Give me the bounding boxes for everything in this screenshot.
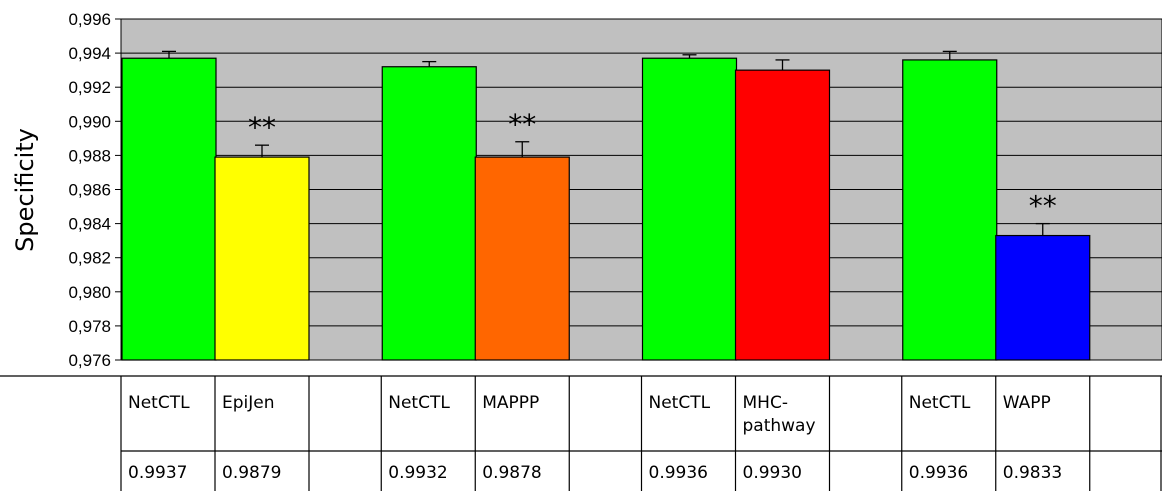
table-value-cell: 0.9932: [388, 463, 447, 483]
y-tick-label: 0,988: [68, 146, 111, 165]
table-value-cell: 0.9937: [128, 463, 187, 483]
table-header-cell: NetCTL: [128, 393, 190, 413]
bar: [121, 57, 217, 361]
y-tick-label: 0,984: [68, 215, 111, 234]
bar: [214, 156, 310, 361]
error-bars: [162, 50, 1050, 236]
y-axis-label: Specificity: [11, 128, 39, 252]
bar: [381, 66, 477, 361]
y-tick-label: 0,994: [68, 44, 111, 63]
y-tick-label: 0,978: [68, 317, 111, 336]
y-tick-label: 0,982: [68, 249, 111, 268]
table-value-cell: 0.9930: [743, 463, 802, 483]
table-value-cell: 0.9936: [909, 463, 968, 483]
table-header-cell: pathway: [743, 416, 816, 436]
y-tick-label: 0,976: [68, 351, 111, 370]
y-tick-label: 0,996: [68, 10, 111, 29]
y-tick-label: 0,990: [68, 112, 111, 131]
data-table: NetCTL 0.9937 EpiJen 0.9879 NetCTL 0.9932 MAPP…: [0, 375, 1162, 491]
bar: [641, 57, 738, 361]
y-tick-label: 0,992: [68, 78, 111, 97]
significance-marker: **: [508, 108, 536, 141]
table-value-cell: 0.9879: [222, 463, 281, 483]
table-header-cell: NetCTL: [388, 393, 450, 413]
table-value-cell: 0.9878: [482, 463, 541, 483]
table-header-cell: NetCTL: [649, 393, 711, 413]
table-value-cell: 0.9936: [649, 463, 708, 483]
table-header-cell: EpiJen: [222, 393, 275, 413]
bars: [121, 57, 1091, 361]
bar: [474, 156, 570, 361]
bar: [734, 69, 831, 361]
y-tick-label: 0,986: [68, 181, 111, 200]
significance-markers: ** ** **: [248, 108, 1057, 223]
table-header-cell: WAPP: [1003, 393, 1051, 413]
bar: [902, 59, 998, 361]
y-tick-label: 0,980: [68, 283, 111, 302]
y-axis: 0,976 0,978 0,980 0,982 0,984 0,986 0,988 0,990…: [68, 10, 122, 370]
table-value-cell: 0.9833: [1003, 463, 1062, 483]
table-header-cell: MAPPP: [482, 393, 539, 413]
significance-marker: **: [248, 111, 276, 144]
significance-marker: **: [1029, 190, 1057, 223]
table-header-cell: NetCTL: [909, 393, 971, 413]
table-header-cell: MHC-: [743, 393, 788, 413]
bar: [995, 234, 1091, 361]
